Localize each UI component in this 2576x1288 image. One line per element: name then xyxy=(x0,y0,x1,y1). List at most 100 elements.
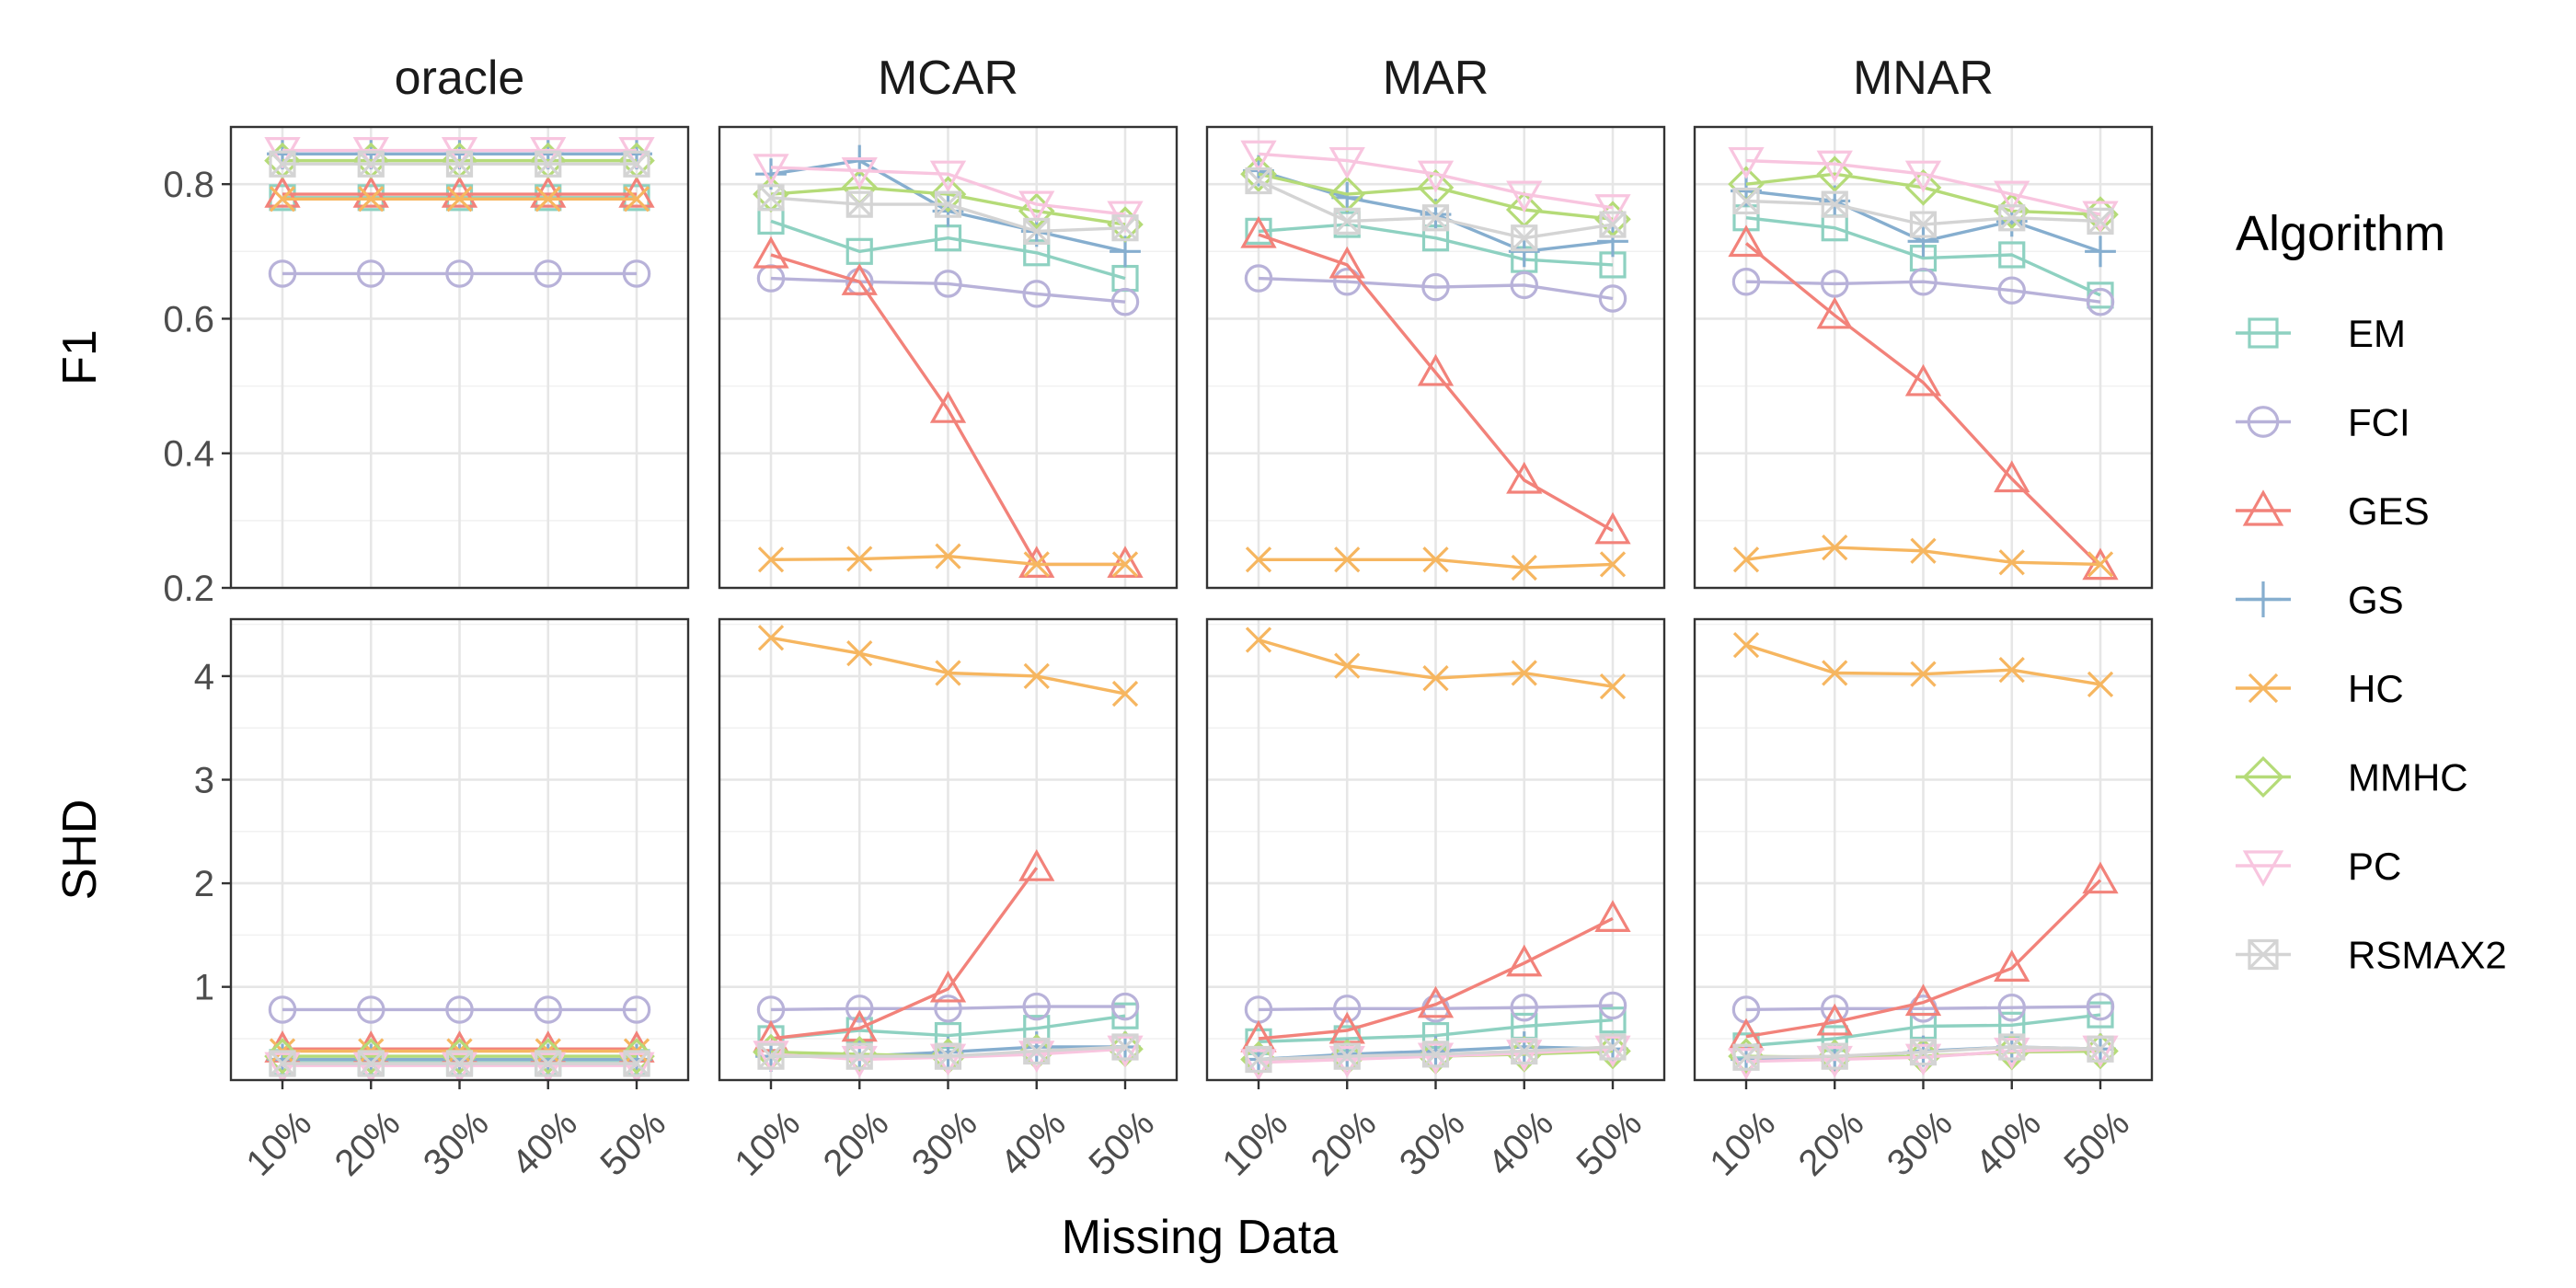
point-gs xyxy=(1508,236,1540,268)
point-pc xyxy=(1328,1045,1365,1078)
point-fci xyxy=(1997,276,2027,305)
point-hc xyxy=(535,186,561,213)
legend-title: Algorithm xyxy=(2236,206,2445,261)
point-pc xyxy=(1506,1040,1543,1072)
legend-key-marker xyxy=(2248,317,2279,349)
legend-label: RSMAX2 xyxy=(2348,934,2507,977)
point-gs xyxy=(443,1043,476,1075)
x-tick-label: 20% xyxy=(1304,1103,1385,1184)
point-pc xyxy=(1018,1041,1055,1074)
point-pc xyxy=(1328,146,1365,179)
point-hc xyxy=(1822,660,1848,686)
x-tick-label: 50% xyxy=(592,1103,673,1184)
series-ges xyxy=(1240,215,1631,545)
point-pc xyxy=(1240,1049,1277,1082)
series-rsmax2 xyxy=(1245,1033,1627,1074)
point-rsmax2 xyxy=(623,150,650,178)
point-rsmax2 xyxy=(845,1042,873,1070)
point-ges xyxy=(1506,944,1543,977)
point-hc xyxy=(846,546,873,572)
point-hc xyxy=(1334,652,1361,679)
panel-shd-mnar: 10% 20% 30% 40% 50% xyxy=(1693,617,2154,1184)
point-rsmax2 xyxy=(269,150,296,178)
point-ges xyxy=(929,391,967,423)
series-ges xyxy=(1728,861,2119,1051)
point-fci xyxy=(534,995,562,1024)
y-axis-title-shd: SHD xyxy=(53,799,107,901)
x-tick-label: 20% xyxy=(1791,1103,1872,1184)
point-rsmax2 xyxy=(535,1050,562,1077)
panel-f1-mar: MAR xyxy=(1205,52,1666,590)
point-fci xyxy=(1598,991,1627,1020)
point-fci xyxy=(1022,992,1051,1021)
legend-label: HC xyxy=(2348,667,2404,710)
point-rsmax2 xyxy=(357,1050,385,1077)
point-pc xyxy=(1904,160,1942,193)
point-rsmax2 xyxy=(1599,211,1627,238)
x-tick-label: 40% xyxy=(504,1103,585,1184)
point-hc xyxy=(1732,546,1760,573)
line-em xyxy=(1745,216,2101,297)
series-rsmax2 xyxy=(757,1033,1139,1070)
point-hc xyxy=(2087,551,2114,578)
point-fci xyxy=(1244,264,1273,293)
line-mmhc xyxy=(770,186,1126,226)
x-tick-label: 10% xyxy=(727,1103,808,1184)
series-fci xyxy=(268,259,651,288)
y-tick-label: 4 xyxy=(194,657,214,697)
point-rsmax2 xyxy=(757,1042,785,1070)
point-fci xyxy=(1421,272,1450,302)
line-pc xyxy=(770,166,1126,216)
point-ges xyxy=(1904,363,1942,397)
point-pc xyxy=(841,1045,878,1078)
legend-entry-pc: PC xyxy=(2236,845,2401,888)
point-mmhc xyxy=(1417,169,1455,206)
line-pc xyxy=(1745,1047,2101,1064)
line-ges xyxy=(1258,916,1614,1041)
y-tick-label: 0.4 xyxy=(163,434,214,475)
x-tick-label: 50% xyxy=(2056,1103,2137,1184)
x-tick-label: 50% xyxy=(1081,1103,1162,1184)
point-rsmax2 xyxy=(1599,1033,1627,1061)
point-gs xyxy=(2085,236,2116,268)
line-fci xyxy=(770,1005,1125,1012)
point-rsmax2 xyxy=(1821,1042,1848,1070)
point-pc xyxy=(1417,160,1455,193)
series-pc xyxy=(1240,140,1631,226)
point-ges xyxy=(1994,460,2030,493)
point-rsmax2 xyxy=(845,190,873,218)
series-fci xyxy=(756,264,1140,316)
point-hc xyxy=(1511,660,1537,686)
line-em xyxy=(1258,223,1614,267)
point-rsmax2 xyxy=(2087,1035,2114,1063)
strip-label-oracle: oracle xyxy=(395,52,525,105)
point-rsmax2 xyxy=(269,1050,296,1077)
point-fci xyxy=(845,995,874,1023)
point-hc xyxy=(1910,661,1937,687)
point-hc xyxy=(1334,546,1361,573)
x-tick-label: 30% xyxy=(904,1103,985,1184)
legend-key-marker xyxy=(2245,581,2282,617)
point-ges xyxy=(1107,546,1144,579)
point-hc xyxy=(1422,546,1449,573)
point-ges xyxy=(1594,512,1631,545)
point-rsmax2 xyxy=(535,150,562,178)
legend-key-marker xyxy=(2242,755,2284,799)
line-ges xyxy=(1258,233,1614,533)
point-fci xyxy=(534,259,562,288)
point-fci xyxy=(1510,993,1538,1022)
point-hc xyxy=(1111,680,1139,707)
panel-border xyxy=(1693,125,2154,590)
point-pc xyxy=(1816,1045,1853,1078)
point-hc xyxy=(1245,546,1272,573)
point-ges xyxy=(1904,983,1942,1017)
legend-key-marker xyxy=(2242,850,2284,887)
point-hc xyxy=(1023,551,1050,578)
x-tick-label: 20% xyxy=(816,1103,897,1184)
x-tick-label: 40% xyxy=(993,1103,1074,1184)
strip-label-mar: MAR xyxy=(1383,52,1489,105)
point-em xyxy=(1599,1006,1627,1034)
point-gs xyxy=(621,1043,652,1075)
series-hc xyxy=(757,625,1139,707)
